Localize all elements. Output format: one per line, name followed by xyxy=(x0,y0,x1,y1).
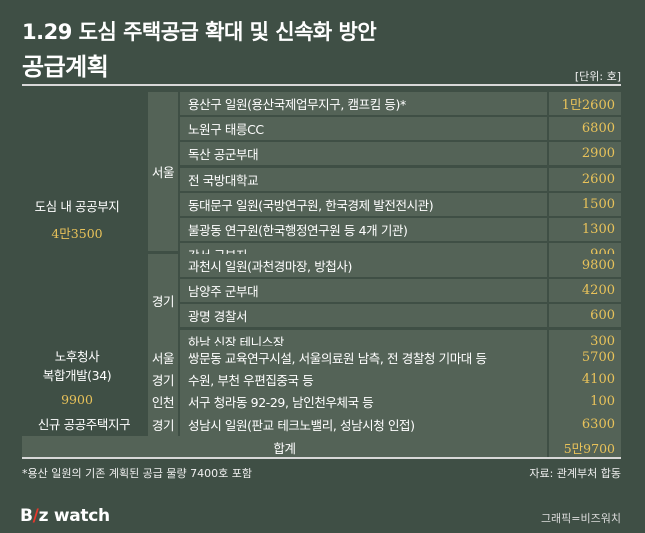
region-gyeonggi: 경기 xyxy=(148,254,178,346)
region-seoul: 서울 xyxy=(148,92,178,251)
table-row: 경기 수원, 부천 우편집중국 등 4100 xyxy=(22,368,621,391)
region-label: 서울 xyxy=(151,165,175,180)
item-value: 2600 xyxy=(549,167,621,191)
logo-b: B xyxy=(20,506,33,526)
unit-label: [단위: 호] xyxy=(574,70,621,83)
page-title: 1.29 도심 주택공급 확대 및 신속화 방안 xyxy=(22,20,377,44)
item-value: 100 xyxy=(549,390,621,413)
group-total: 9900 xyxy=(61,391,93,407)
item-name: 광명 경찰서 xyxy=(180,304,547,328)
table-row: 서울 쌍문동 교육연구시설, 서울의료원 남측, 전 경찰청 기마대 등 5700 xyxy=(22,346,621,369)
table-row: 불광동 연구원(한국행정연구원 등 4개 기관) 1300 xyxy=(22,218,621,241)
item-value: 1만2600 xyxy=(549,92,621,115)
table-row: 과천시 일원(과천경마장, 방첩사) 9800 xyxy=(22,254,621,277)
item-name: 남양주 군부대 xyxy=(180,279,547,303)
group-label-text: 신규 공공주택지구 xyxy=(37,416,131,432)
graphic-credit: 그래픽=비즈워치 xyxy=(540,512,621,525)
total-value-cell: 5만9700 xyxy=(549,436,621,458)
item-value: 6300 xyxy=(549,413,621,436)
item-value: 6800 xyxy=(549,117,621,141)
bizwatch-logo: B/z watch xyxy=(20,506,110,526)
table-bottom-rule xyxy=(22,457,621,459)
total-label: 합계 xyxy=(273,440,296,456)
group-label-text: 도심 내 공공부지 xyxy=(34,199,120,214)
group-label-old-office: 노후청사 복합개발(34) 9900 xyxy=(22,346,132,410)
item-name: 동대문구 일원(국방연구원, 한국경제 발전전시관) xyxy=(180,192,547,216)
table-row: 광명 경찰서 600 xyxy=(22,304,621,328)
source-note: 자료: 관계부처 합동 xyxy=(529,467,621,480)
footnote: *용산 일원의 기존 계획된 공급 물량 7400호 포함 xyxy=(22,467,253,480)
item-name: 수원, 부천 우편집중국 등 xyxy=(180,368,547,391)
table-row: 경기 성남시 일원(판교 테크노밸리, 성남시청 인접) 6300 xyxy=(22,413,621,436)
group-label-line1: 노후청사 xyxy=(54,348,100,364)
item-value: 4200 xyxy=(549,279,621,303)
table-row: 전 국방대학교 2600 xyxy=(22,167,621,191)
region-label: 경기 xyxy=(148,368,178,391)
total-label-cell: 합계 xyxy=(22,436,547,458)
item-name: 노원구 태릉CC xyxy=(180,117,547,141)
logo-watch: watch xyxy=(48,506,110,526)
table-row: 노원구 태릉CC 6800 xyxy=(22,117,621,141)
table-top-rule xyxy=(22,84,621,86)
group-label-new-district: 신규 공공주택지구 xyxy=(22,413,146,436)
item-value: 2900 xyxy=(549,142,621,166)
item-value: 5700 xyxy=(549,346,621,369)
region-label: 경기 xyxy=(148,413,178,436)
table-row: 용산구 일원(용산국제업무지구, 캠프킴 등)* 1만2600 xyxy=(22,92,621,115)
logo-slash: / xyxy=(32,506,39,526)
item-name: 불광동 연구원(한국행정연구원 등 4개 기관) xyxy=(180,218,547,241)
item-value: 600 xyxy=(549,304,621,328)
page-subtitle: 공급계획 xyxy=(22,53,109,81)
item-value: 1300 xyxy=(549,218,621,241)
group-label-line2: 복합개발(34) xyxy=(42,368,112,384)
item-name: 전 국방대학교 xyxy=(180,167,547,191)
item-value: 9800 xyxy=(549,254,621,277)
region-label: 인천 xyxy=(148,390,178,413)
table-row: 독산 공군부대 2900 xyxy=(22,142,621,166)
table-row: 인천 서구 청라동 92-29, 남인천우체국 등 100 xyxy=(22,390,621,413)
logo-z: z xyxy=(38,506,49,526)
total-value: 5만9700 xyxy=(563,440,615,456)
region-label: 경기 xyxy=(151,293,175,309)
item-value: 4100 xyxy=(549,368,621,391)
group-label-public-land: 도심 내 공공부지 4만3500 xyxy=(22,92,132,346)
table-row: 남양주 군부대 4200 xyxy=(22,279,621,303)
table-row: 동대문구 일원(국방연구원, 한국경제 발전전시관) 1500 xyxy=(22,192,621,216)
group-total: 4만3500 xyxy=(51,226,103,241)
item-name: 과천시 일원(과천경마장, 방첩사) xyxy=(180,254,547,277)
region-label: 서울 xyxy=(148,346,178,369)
item-name: 서구 청라동 92-29, 남인천우체국 등 xyxy=(180,390,547,413)
item-name: 독산 공군부대 xyxy=(180,142,547,166)
item-name: 성남시 일원(판교 테크노밸리, 성남시청 인접) xyxy=(180,413,547,436)
item-name: 쌍문동 교육연구시설, 서울의료원 남측, 전 경찰청 기마대 등 xyxy=(180,346,547,369)
item-name: 용산구 일원(용산국제업무지구, 캠프킴 등)* xyxy=(180,92,547,115)
item-value: 1500 xyxy=(549,192,621,216)
